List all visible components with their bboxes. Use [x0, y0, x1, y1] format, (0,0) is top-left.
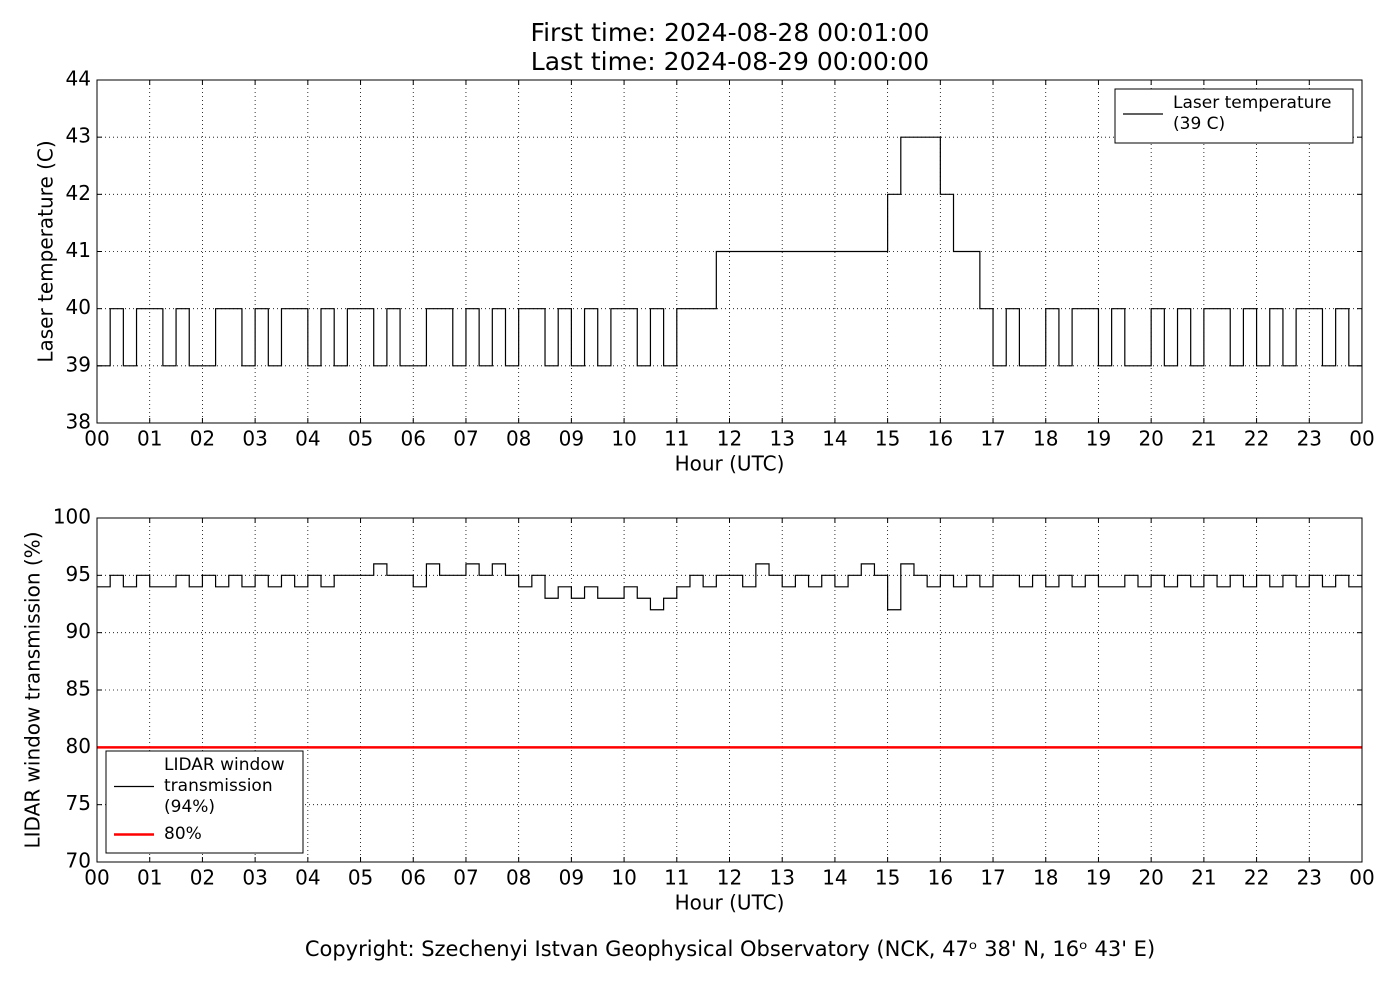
legend-box	[105, 750, 304, 854]
legend-text-box: Laser temperature (39 C)	[1173, 93, 1332, 134]
x-tick-label: 00	[1349, 866, 1374, 890]
x-tick-label: 16	[928, 866, 953, 890]
x-tick-label: 05	[348, 866, 373, 890]
legend-label: LIDAR window transmission (94%)	[164, 755, 285, 817]
x-tick-label: 10	[611, 427, 636, 451]
x-tick-label: 00	[84, 866, 109, 890]
x-tick-label: 22	[1244, 866, 1269, 890]
x-tick-label: 18	[1033, 427, 1058, 451]
x-tick-label: 15	[875, 866, 900, 890]
y-tick-label: 75	[66, 791, 91, 815]
x-tick-label: 06	[401, 866, 426, 890]
x-tick-label: 06	[401, 427, 426, 451]
x-tick-label: 00	[84, 427, 109, 451]
x-tick-label: 11	[664, 866, 689, 890]
y-tick-label: 41	[66, 238, 91, 262]
x-tick-label: 01	[137, 866, 162, 890]
x-tick-label: 04	[295, 427, 320, 451]
data-line	[97, 136, 1362, 367]
plot-frame	[96, 79, 1363, 424]
x-tick-label: 20	[1138, 427, 1163, 451]
x-tick-label: 02	[190, 866, 215, 890]
x-tick-label: 09	[559, 427, 584, 451]
x-tick-label: 19	[1086, 427, 1111, 451]
x-tick-label: 17	[980, 427, 1005, 451]
x-tick-label: 02	[190, 427, 215, 451]
x-tick-label: 08	[506, 866, 531, 890]
y-tick-label: 80	[66, 734, 91, 758]
x-tick-label: 17	[980, 866, 1005, 890]
x-tick-label: 13	[769, 866, 794, 890]
x-tick-label: 19	[1086, 866, 1111, 890]
x-tick-label: 09	[559, 866, 584, 890]
x-tick-label: 14	[822, 866, 847, 890]
x-tick-label: 08	[506, 427, 531, 451]
x-tick-label: 11	[664, 427, 689, 451]
x-tick-label: 03	[242, 427, 267, 451]
y-tick-label: 44	[66, 67, 91, 91]
x-tick-label: 12	[717, 427, 742, 451]
y-axis-label: LIDAR window transmission (%)	[21, 532, 45, 849]
x-tick-label: 15	[875, 427, 900, 451]
y-tick-label: 40	[66, 295, 91, 319]
legend-text-box: 80%	[164, 824, 202, 844]
y-tick-label: 100	[53, 505, 91, 529]
legend-box	[1114, 88, 1354, 144]
x-tick-label: 10	[611, 866, 636, 890]
y-tick-label: 43	[66, 124, 91, 148]
x-tick-label: 05	[348, 427, 373, 451]
x-tick-label: 14	[822, 427, 847, 451]
plot-frame	[96, 517, 1363, 863]
y-tick-label: 70	[66, 849, 91, 873]
x-tick-label: 13	[769, 427, 794, 451]
x-tick-label: 18	[1033, 866, 1058, 890]
y-tick-label: 90	[66, 619, 91, 643]
x-tick-label: 20	[1138, 866, 1163, 890]
x-axis-label: Hour (UTC)	[675, 891, 785, 915]
x-tick-label: 16	[928, 427, 953, 451]
y-tick-label: 39	[66, 352, 91, 376]
y-axis-label: Laser temperature (C)	[34, 140, 58, 362]
legend-text-box: LIDAR window transmission (94%)	[164, 755, 285, 817]
legend-label: 80%	[164, 824, 202, 844]
x-tick-label: 07	[453, 866, 478, 890]
x-tick-label: 23	[1297, 427, 1322, 451]
x-tick-label: 04	[295, 866, 320, 890]
footer: Copyright: Szechenyi Istvan Geophysical …	[305, 937, 1155, 961]
data-line	[97, 563, 1362, 611]
x-tick-label: 21	[1191, 427, 1216, 451]
y-tick-label: 85	[66, 677, 91, 701]
x-tick-label: 01	[137, 427, 162, 451]
x-tick-label: 23	[1297, 866, 1322, 890]
x-tick-label: 07	[453, 427, 478, 451]
x-tick-label: 21	[1191, 866, 1216, 890]
x-tick-label: 12	[717, 866, 742, 890]
y-tick-label: 42	[66, 181, 91, 205]
x-tick-label: 03	[242, 866, 267, 890]
title-line: Last time: 2024-08-29 00:00:00	[531, 47, 929, 76]
x-tick-label: 00	[1349, 427, 1374, 451]
y-tick-label: 38	[66, 410, 91, 434]
y-tick-label: 95	[66, 562, 91, 586]
title-line: First time: 2024-08-28 00:01:00	[531, 18, 930, 47]
legend-label: Laser temperature (39 C)	[1173, 93, 1332, 134]
x-axis-label: Hour (UTC)	[675, 452, 785, 476]
x-tick-label: 22	[1244, 427, 1269, 451]
